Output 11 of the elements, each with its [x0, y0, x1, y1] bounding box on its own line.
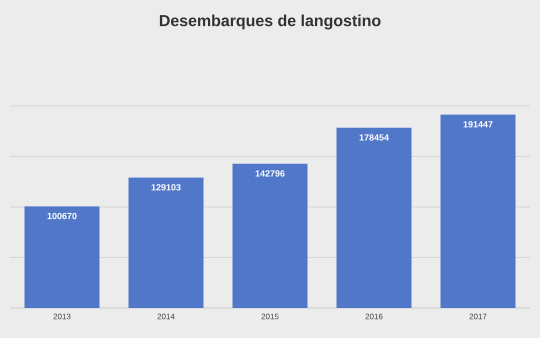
- bar: [128, 178, 204, 308]
- data-label: 191447: [464, 121, 493, 128]
- chart-title: Desembarques de langostino: [160, 14, 381, 30]
- bar: [232, 164, 308, 308]
- bar: [440, 114, 516, 308]
- data-label: 129103: [152, 184, 181, 190]
- bar: [24, 206, 100, 308]
- data-label: 178454: [360, 134, 389, 141]
- data-label: 100670: [48, 212, 77, 220]
- data-label: 142796: [256, 170, 285, 177]
- bar: [336, 128, 412, 308]
